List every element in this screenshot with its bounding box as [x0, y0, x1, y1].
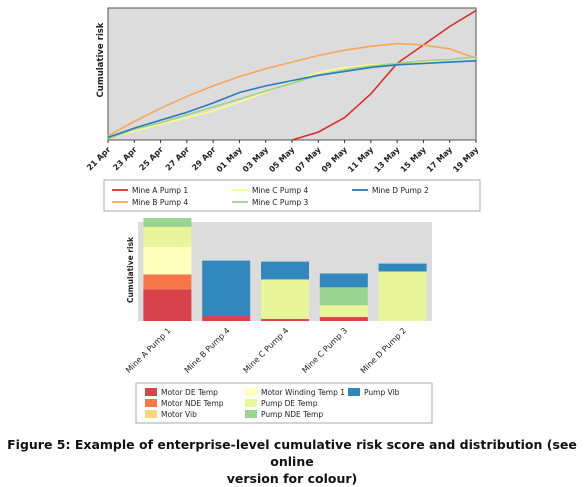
caption-line-2: version for colour) — [226, 471, 358, 486]
category-label: Mine C Pump 3 — [300, 326, 349, 375]
figure-caption: Figure 5: Example of enterprise-level cu… — [0, 436, 584, 487]
legend-label: Motor Winding Temp 1 — [261, 388, 345, 397]
legend-label: Mine C Pump 3 — [252, 198, 309, 207]
x-tick-label: 19 May — [451, 144, 481, 174]
legend-swatch — [245, 388, 257, 396]
x-tick-label: 01 May — [215, 144, 245, 174]
series-line-0 — [291, 9, 477, 141]
series-line-1 — [107, 42, 477, 137]
x-tick-label: 23 Apr — [111, 145, 138, 172]
series-line-2 — [107, 56, 477, 140]
bar-segment — [143, 218, 192, 227]
bar-segment — [261, 279, 309, 320]
x-tick-label: 15 May — [399, 144, 429, 174]
legend-swatch — [145, 388, 157, 396]
category-label: Mine A Pump 1 — [124, 326, 173, 375]
legend-label: Motor DE Temp — [161, 388, 218, 397]
legend-label: Pump NDE Temp — [261, 410, 323, 419]
bar-segment — [319, 287, 368, 306]
bar-segment — [378, 263, 427, 272]
bar-segment — [319, 317, 368, 321]
legend-label: Pump DE Temp — [261, 399, 318, 408]
x-tick-label: 21 Apr — [85, 145, 112, 172]
series-line-4 — [107, 60, 477, 139]
x-tick-label: 17 May — [425, 144, 455, 174]
legend-swatch — [145, 399, 157, 407]
bar-segment — [143, 289, 192, 321]
x-tick-label: 29 Apr — [190, 145, 217, 172]
legend-label: Mine A Pump 1 — [132, 186, 188, 195]
bar-segment — [319, 273, 368, 288]
x-tick-label: 03 May — [241, 144, 271, 174]
bar-segment — [202, 316, 251, 321]
y-axis-label: Cumulative risk — [96, 22, 106, 97]
series-line-3 — [107, 56, 477, 140]
x-tick-label: 13 May — [372, 144, 402, 174]
x-tick-label: 05 May — [267, 144, 297, 174]
category-label: Mine D Pump 2 — [359, 326, 408, 375]
x-tick-label: 09 May — [320, 144, 350, 174]
legend-label: Pump Vib — [364, 388, 400, 397]
legend-swatch — [245, 410, 257, 418]
legend-box — [135, 382, 433, 424]
x-tick-label: 27 Apr — [164, 145, 191, 172]
bar-segment — [261, 261, 309, 280]
x-tick-label: 25 Apr — [138, 145, 165, 172]
legend-label: Mine B Pump 4 — [132, 198, 188, 207]
bar-segment — [143, 246, 192, 275]
legend-label: Motor Vib — [161, 410, 197, 419]
category-label: Mine C Pump 4 — [242, 326, 291, 375]
bar-segment — [319, 305, 368, 318]
legend-label: Motor NDE Temp — [161, 399, 224, 408]
y-axis-label: Cumulative risk — [126, 236, 135, 303]
legend-swatch — [245, 399, 257, 407]
caption-line-1: Figure 5: Example of enterprise-level cu… — [7, 437, 577, 469]
bar-segment — [143, 274, 192, 290]
category-label: Mine B Pump 4 — [183, 326, 232, 375]
legend-swatch — [348, 388, 360, 396]
bar-segment — [143, 226, 192, 247]
x-tick-label: 11 May — [346, 144, 376, 174]
legend-swatch — [145, 410, 157, 418]
legend-box — [103, 179, 481, 212]
legend-label: Mine D Pump 2 — [372, 186, 429, 195]
x-tick-label: 07 May — [294, 144, 324, 174]
legend-label: Mine C Pump 4 — [252, 186, 309, 195]
bar-segment — [202, 260, 251, 317]
bar-segment — [261, 319, 309, 321]
bar-segment — [378, 271, 427, 321]
